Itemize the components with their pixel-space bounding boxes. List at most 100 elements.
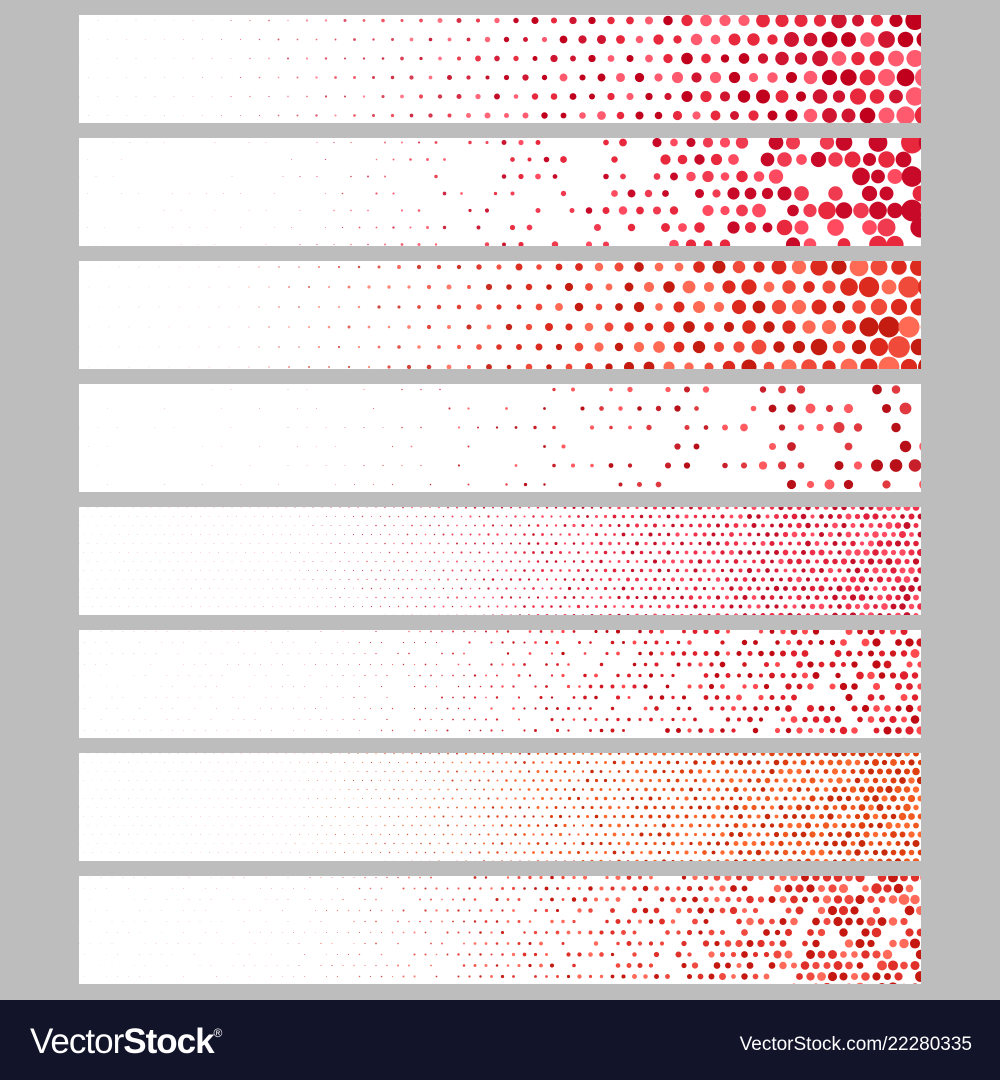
dot [805,540,811,547]
dot [357,806,359,809]
dot [916,638,921,647]
dot [654,706,659,711]
dot [590,805,594,810]
dot [441,696,443,699]
dot [845,603,852,610]
dot [715,613,721,615]
dot [240,843,242,844]
dot [146,534,147,535]
dot [155,943,157,944]
dot [500,860,504,861]
dot [364,942,366,945]
dot [903,507,911,511]
dot [728,71,741,84]
dot [684,604,689,609]
dot [569,208,575,213]
dot [326,798,327,799]
dot-banner [79,384,921,492]
dot [572,919,576,924]
dot [697,841,703,846]
dot [785,237,801,246]
dot [671,71,684,84]
dot [644,559,648,564]
dot [563,542,567,545]
dot [523,815,526,818]
dot [245,552,246,553]
dot [737,759,744,766]
dot [900,514,905,519]
dot [774,850,779,855]
dot [446,707,449,710]
dot [867,858,875,861]
dot [177,561,179,562]
dot [527,770,531,773]
dot [447,325,451,329]
dot [626,595,630,600]
dot [746,940,754,947]
dot [796,385,806,394]
dot [752,973,759,980]
dot [164,834,165,835]
dot [344,816,345,817]
dot [364,898,366,901]
dot [278,346,280,348]
dot [331,876,333,879]
dot [550,797,553,800]
dot [265,921,267,922]
dot [496,851,499,854]
dot [895,639,902,646]
dot [137,516,138,517]
dot [715,805,721,810]
dot [159,771,161,772]
dot [627,463,633,468]
dot [424,931,427,934]
dot [145,77,146,78]
dot [773,884,782,893]
dot [792,778,797,783]
dot [626,824,630,827]
dot [112,176,114,177]
dot [446,729,449,732]
dot [177,753,179,754]
dot [822,876,832,882]
dot [752,683,759,690]
dot [227,606,228,607]
dot [581,806,585,809]
dot [778,385,786,394]
dot [287,943,289,944]
dot [546,284,552,290]
dot [451,779,454,782]
dot [904,905,915,916]
dot [891,261,907,275]
dot [451,551,454,554]
dot [308,516,309,517]
dot [890,298,908,316]
dot [209,816,210,817]
dot [711,832,716,837]
dot [415,569,418,572]
dot [899,549,906,556]
dot [867,630,875,635]
dot [122,697,124,698]
dot [114,789,116,790]
dot [806,972,815,981]
dot [666,514,671,519]
dot [177,525,179,526]
dot [325,587,328,590]
dot [228,366,230,368]
dot [309,898,311,901]
dot [720,586,725,591]
dot [294,579,296,580]
dot [183,664,184,665]
dot [495,630,499,633]
dot [97,96,99,97]
dot [762,222,773,233]
dot [590,859,594,861]
dot [263,570,264,571]
dot [737,90,751,103]
dot [769,940,775,947]
dot [367,365,371,369]
dot [631,833,634,836]
dot [780,630,786,635]
dot [828,514,833,519]
